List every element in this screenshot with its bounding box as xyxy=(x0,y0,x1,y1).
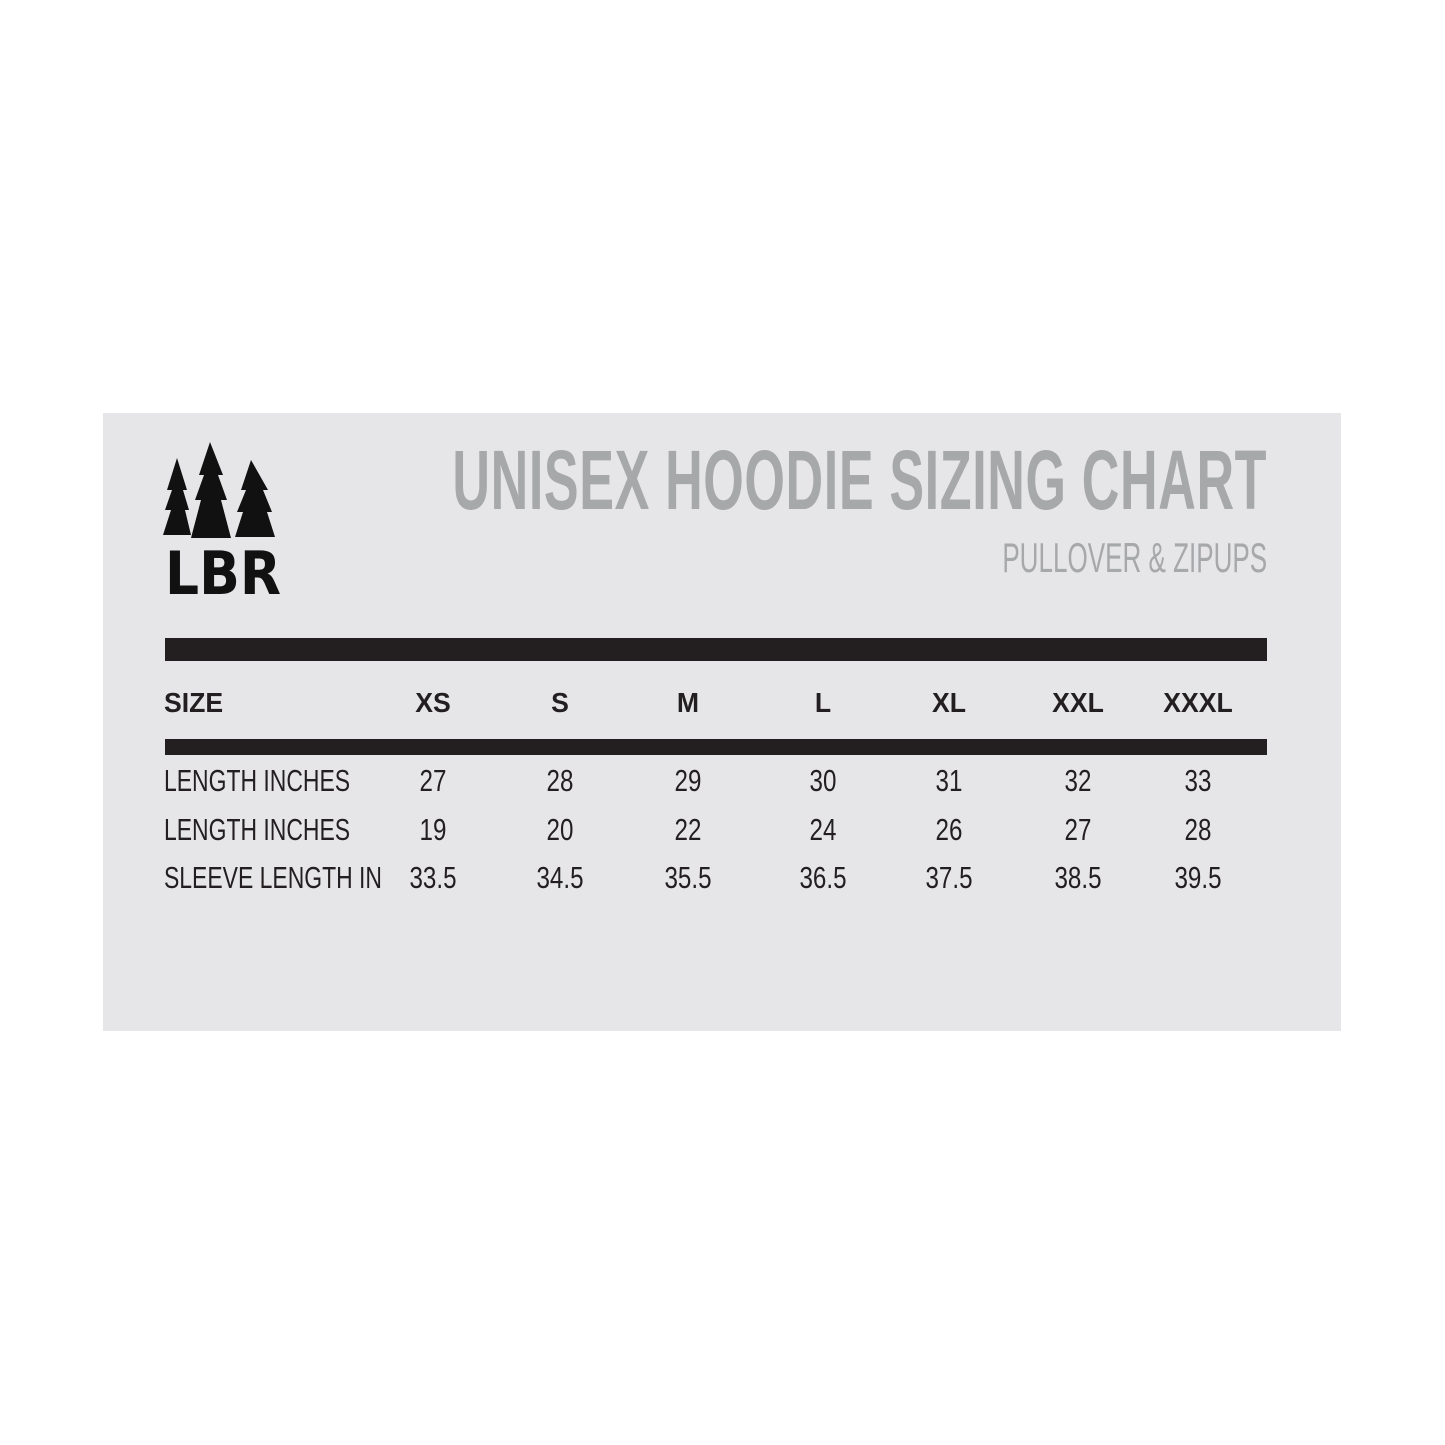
table-cell: 39.5 xyxy=(1174,860,1222,895)
table-cell: 38.5 xyxy=(1054,860,1102,895)
size-xl: XL xyxy=(932,687,966,718)
table-row: SLEEVE LENGTH IN 33.5 34.5 35.5 36.5 37.5 38.5… xyxy=(0,858,1445,898)
table-cell: 33.5 xyxy=(409,860,457,895)
table-cell: 31 xyxy=(935,763,963,798)
top-divider xyxy=(165,638,1267,661)
table-cell: 34.5 xyxy=(536,860,584,895)
table-cell: 20 xyxy=(546,812,574,847)
table-cell: 36.5 xyxy=(799,860,847,895)
table-cell: 32 xyxy=(1064,763,1092,798)
table-cell: 19 xyxy=(419,812,447,847)
size-xxxl: XXXL xyxy=(1163,687,1233,718)
table-cell: 22 xyxy=(674,812,702,847)
table-cell: 28 xyxy=(1184,812,1212,847)
logo-text: LBR xyxy=(165,539,281,598)
table-cell: 28 xyxy=(546,763,574,798)
table-row: LENGTH INCHES 19 20 22 24 26 27 28 xyxy=(0,810,1445,850)
size-xxl: XXL xyxy=(1052,687,1104,718)
row-label: SLEEVE LENGTH IN xyxy=(164,860,382,895)
row-label: LENGTH INCHES xyxy=(164,763,351,798)
pine-trees-icon: LBR xyxy=(163,442,281,609)
size-xs: XS xyxy=(415,687,451,718)
size-s: S xyxy=(551,687,569,718)
table-cell: 37.5 xyxy=(925,860,973,895)
table-cell: 27 xyxy=(419,763,447,798)
table-cell: 35.5 xyxy=(664,860,712,895)
page-title: UNISEX HOODIE SIZING CHART xyxy=(452,433,1267,527)
size-m: M xyxy=(676,687,700,718)
table-cell: 29 xyxy=(674,763,702,798)
table-cell: 30 xyxy=(809,763,837,798)
size-header-row: SIZE XS S M L XL XXL XXXL xyxy=(0,683,1445,723)
table-row: LENGTH INCHES 27 28 29 30 31 32 33 xyxy=(0,761,1445,801)
table-cell: 24 xyxy=(809,812,837,847)
table-cell: 33 xyxy=(1184,763,1212,798)
header-divider xyxy=(165,739,1267,755)
row-label: LENGTH INCHES xyxy=(164,812,351,847)
table-cell: 26 xyxy=(935,812,963,847)
size-header-label: SIZE xyxy=(164,687,224,718)
table-cell: 27 xyxy=(1064,812,1092,847)
size-chart-panel xyxy=(103,413,1341,1031)
size-l: L xyxy=(814,687,832,718)
page-subtitle: PULLOVER & ZIPUPS xyxy=(1002,534,1267,581)
lbr-logo: LBR xyxy=(163,440,283,609)
